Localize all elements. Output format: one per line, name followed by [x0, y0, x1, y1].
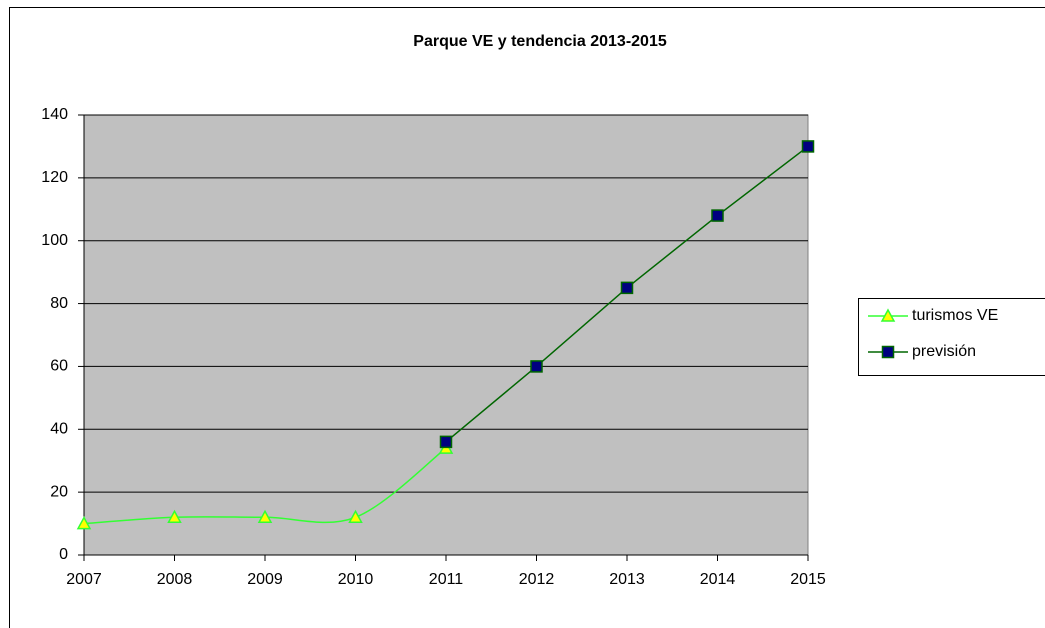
x-tick-label: 2009 — [247, 571, 283, 588]
legend-label: turismos VE — [912, 307, 998, 324]
marker — [348, 509, 363, 524]
x-tick-label: 2013 — [609, 571, 645, 588]
y-tick-label: 100 — [41, 232, 68, 249]
marker — [620, 281, 634, 295]
x-tick-label: 2007 — [66, 571, 102, 588]
legend — [858, 298, 1045, 376]
y-tick-label: 0 — [59, 546, 68, 563]
chart-title: Parque VE y tendencia 2013-2015 — [413, 33, 667, 50]
x-tick-label: 2008 — [157, 571, 193, 588]
legend-marker — [880, 308, 896, 322]
y-tick-label: 20 — [50, 483, 68, 500]
x-tick-label: 2015 — [790, 571, 826, 588]
y-tick-label: 40 — [50, 421, 68, 438]
x-tick-label: 2012 — [519, 571, 555, 588]
legend-marker — [881, 345, 895, 359]
y-tick-label: 120 — [41, 169, 68, 186]
marker — [257, 509, 273, 524]
plot-area — [83, 114, 809, 556]
legend-label: previsión — [912, 343, 976, 360]
y-tick-label: 60 — [50, 358, 68, 375]
x-tick-label: 2014 — [700, 571, 736, 588]
y-tick-label: 140 — [41, 106, 68, 123]
marker — [439, 435, 453, 449]
marker — [167, 509, 182, 524]
x-tick-label: 2010 — [338, 571, 374, 588]
marker — [76, 516, 92, 530]
marker — [530, 360, 543, 373]
x-tick-label: 2011 — [429, 571, 464, 588]
y-tick-label: 80 — [50, 295, 68, 312]
marker — [801, 140, 815, 153]
marker — [711, 209, 724, 222]
